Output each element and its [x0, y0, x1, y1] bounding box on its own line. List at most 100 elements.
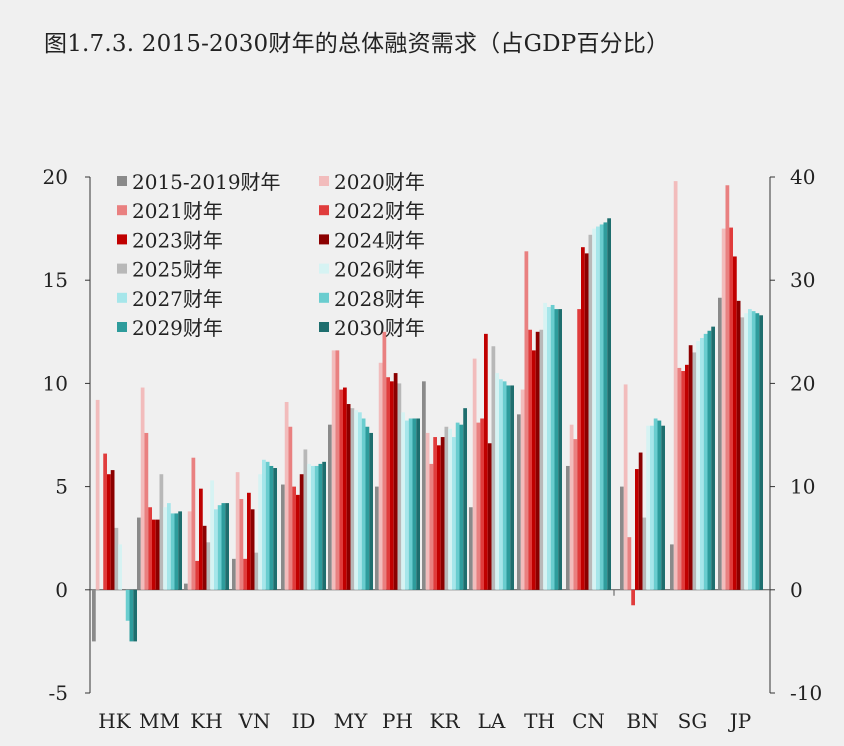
bar [535, 331, 540, 590]
bar [510, 385, 514, 590]
category-label: TH [524, 709, 555, 733]
bar [472, 358, 477, 590]
legend-label: 2015-2019财年 [132, 170, 281, 194]
bar [657, 420, 662, 590]
bar [296, 494, 300, 590]
legend-swatch [319, 263, 329, 274]
bar [484, 333, 488, 590]
bar [577, 309, 581, 590]
bar [554, 309, 559, 590]
bar [221, 503, 226, 590]
legend-swatch [117, 322, 127, 332]
left-axis-tick-label: 5 [55, 475, 68, 499]
legend-label: 2029财年 [132, 316, 223, 340]
bar [125, 589, 130, 621]
bar [361, 418, 366, 590]
bar [210, 480, 214, 590]
bar [547, 307, 551, 590]
bar [412, 418, 417, 590]
bar [455, 422, 460, 590]
bar [642, 517, 647, 590]
bar [495, 373, 499, 590]
bar [284, 401, 289, 590]
bar [129, 589, 134, 642]
category-label: HK [98, 709, 131, 733]
bar [178, 511, 182, 590]
legend-swatch [319, 292, 329, 303]
bar [635, 469, 639, 590]
left-axis-tick-label: 15 [43, 268, 68, 292]
bar [184, 583, 188, 590]
bar [133, 589, 137, 642]
bar [469, 507, 473, 590]
bar [225, 503, 229, 590]
bar [703, 333, 708, 590]
legend-swatch [117, 234, 127, 245]
bar [685, 364, 689, 590]
bar [539, 329, 544, 590]
bar [144, 432, 149, 590]
legend-swatch [319, 205, 329, 216]
bar [202, 525, 207, 590]
bar [328, 424, 332, 590]
bar [437, 445, 441, 590]
bar [187, 511, 192, 590]
legend-swatch [117, 205, 127, 216]
bar [292, 486, 296, 590]
bar [569, 424, 574, 590]
bar [506, 385, 511, 590]
bar [711, 326, 715, 590]
bar [92, 589, 96, 642]
bar [631, 589, 635, 606]
bar [543, 302, 547, 590]
bar [191, 457, 196, 590]
bar [247, 492, 251, 590]
bar [463, 408, 467, 590]
category-label: JP [728, 709, 751, 733]
legend-swatch [117, 263, 127, 274]
bar [627, 537, 632, 590]
bar [137, 517, 141, 590]
bar [375, 486, 379, 590]
bar [311, 465, 315, 590]
bar [487, 443, 492, 590]
legend-label: 2025财年 [132, 258, 223, 282]
bar [499, 379, 503, 590]
bar [262, 459, 266, 590]
bar [646, 425, 650, 590]
category-label: KH [190, 709, 222, 733]
bar [573, 439, 578, 590]
category-label: LA [478, 709, 506, 733]
right-axis-tick-label: -10 [790, 681, 822, 705]
category-label: PH [382, 709, 413, 733]
bar [623, 384, 628, 590]
bar [524, 251, 529, 590]
bar [661, 425, 665, 590]
bar [596, 226, 600, 590]
bar [167, 503, 171, 590]
bar [603, 222, 608, 590]
bar [502, 381, 507, 590]
bar [718, 297, 722, 590]
legend-label: 2027财年 [132, 287, 223, 311]
bar [677, 367, 682, 590]
legend-label: 2022财年 [334, 199, 425, 223]
bar [265, 461, 270, 590]
legend-label: 2026财年 [334, 258, 425, 282]
bar [566, 465, 570, 590]
bar [459, 424, 464, 590]
bar [480, 418, 484, 590]
bar [235, 472, 240, 590]
bar [638, 452, 643, 590]
legend-label: 2021财年 [132, 199, 223, 223]
bar [688, 345, 693, 590]
bar [558, 309, 562, 590]
bar [751, 311, 756, 590]
bar [607, 218, 611, 590]
right-axis-tick-label: 0 [790, 578, 803, 602]
legend-swatch [319, 176, 329, 186]
bar [390, 381, 394, 590]
bar [339, 389, 343, 590]
bar [288, 426, 293, 590]
left-axis-tick-label: 10 [43, 371, 68, 395]
